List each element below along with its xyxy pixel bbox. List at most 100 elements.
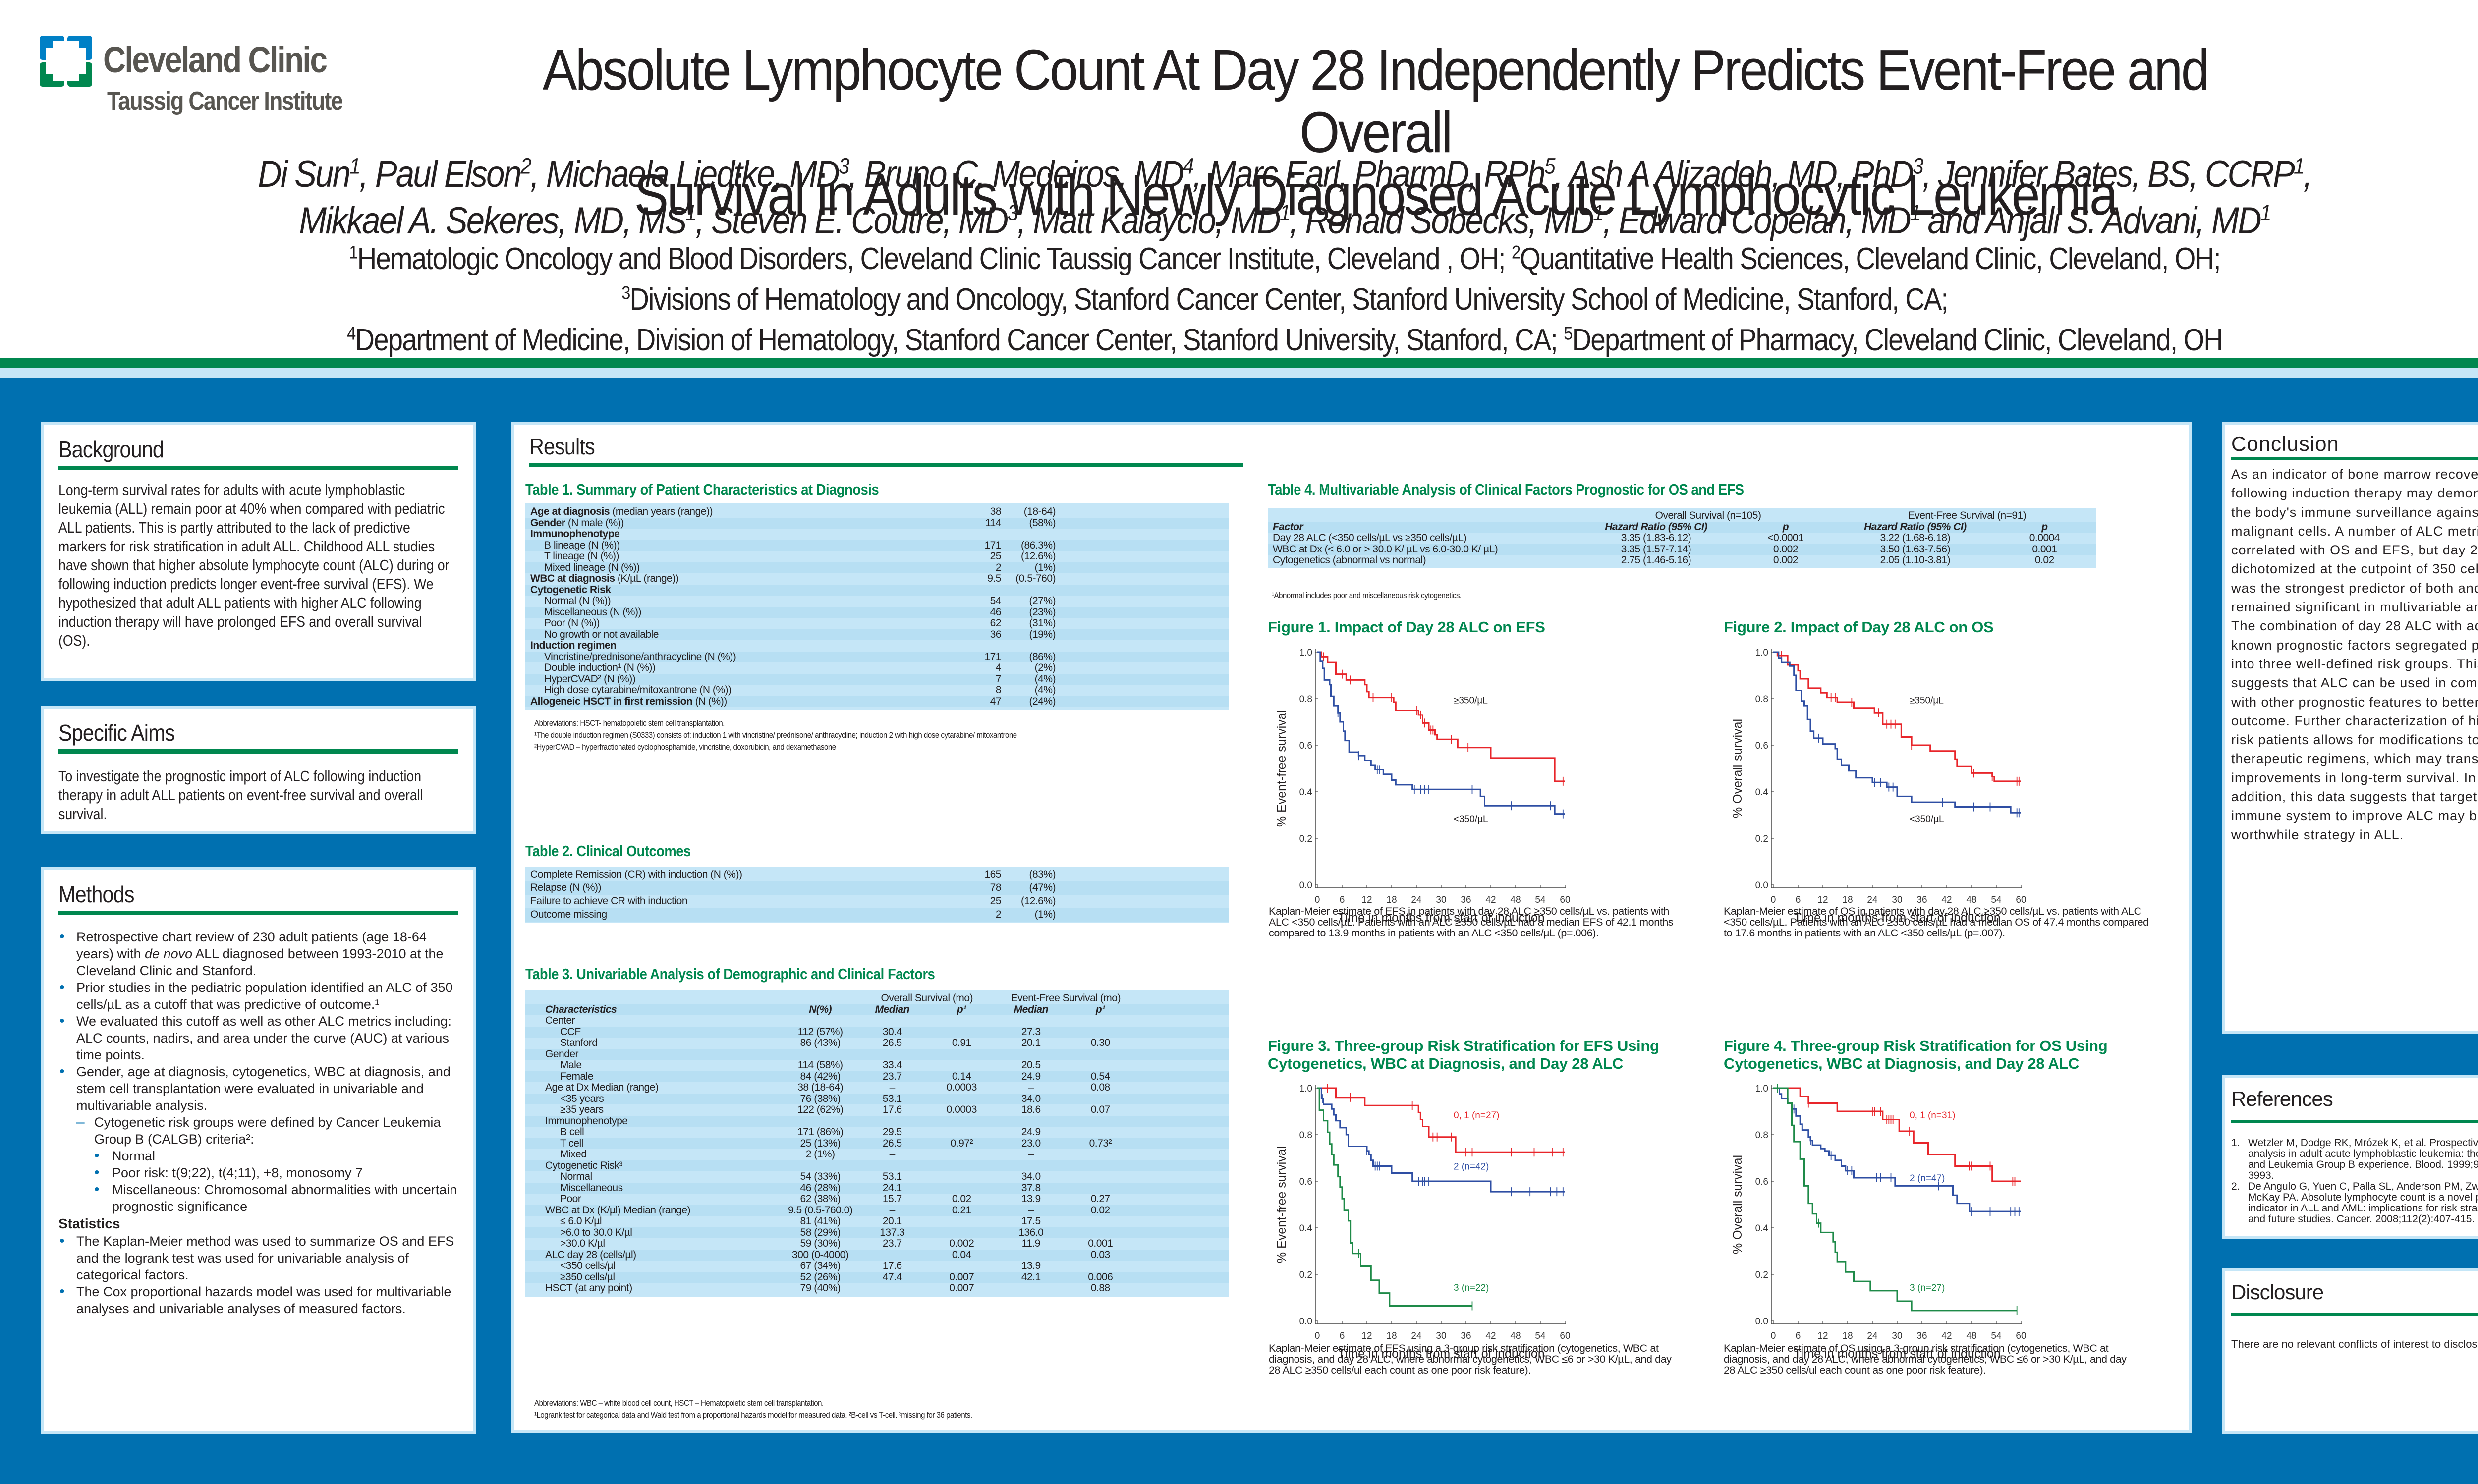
table-row: CCF 112 (57%) 30.4 27.3 [525, 1026, 1229, 1038]
x-tick-label: 30 [1892, 1331, 1902, 1341]
table-group-header: Overall Survival (mo) Event-Free Survival… [881, 992, 1121, 1004]
author-affiliation-mark: 1 [349, 153, 360, 179]
table1-footnote: ¹The double induction regimen (S0333) co… [534, 730, 1017, 740]
y-tick-label: 0.6 [1299, 1177, 1312, 1187]
x-tick-label: 6 [1340, 895, 1345, 905]
table1-footnote: ²HyperCVAD – hyperfractionated cyclophos… [534, 742, 836, 752]
table-row: Induction regimen [530, 640, 617, 651]
y-tick-label: 0.6 [1299, 741, 1312, 751]
table-row: Miscellaneous (N (%)) 46 (23%) [525, 606, 1229, 618]
x-axis-label: Time in months from start of induction [1794, 911, 2000, 925]
authors-line-2: Mikkael A. Sekeres, MD, MS1, Steven E. C… [299, 200, 2271, 242]
x-tick-label: 24 [1867, 895, 1878, 905]
cleveland-clinic-cross-icon [40, 36, 92, 87]
y-axis-label: % Overall survival [1731, 719, 1745, 818]
table-row: Gender [525, 1048, 1229, 1060]
series-label: 3 (n=27) [1910, 1283, 1945, 1293]
figure2-caption: Kaplan-Meier estimate of OS in patients … [1724, 905, 2149, 939]
y-tick-label: 0.4 [1299, 1223, 1313, 1234]
table-row: High dose cytarabine/mitoxantrone (N (%)… [544, 684, 1056, 696]
table-row: ALC day 28 (cells/µl) 300 (0-4000) 0.04 0.0… [525, 1249, 1229, 1261]
x-tick-label: 18 [1386, 1331, 1397, 1341]
affiliation-mark: 2 [1511, 241, 1521, 263]
table-row: Cytogenetic Risk³ [525, 1160, 1229, 1171]
aims-heading: Specific Aims [58, 720, 175, 746]
statistics-heading: Statistics [58, 1216, 120, 1231]
x-tick-label: 54 [1991, 1331, 2002, 1341]
header-divider-green [0, 358, 2478, 368]
author-name: Steven E. Coutre, MD [711, 200, 1009, 242]
table3-footnote: ¹Logrank test for categorical data and W… [534, 1410, 972, 1420]
x-tick-label: 18 [1386, 895, 1397, 905]
survival-curve-2 [1773, 651, 2021, 814]
author-name: Anjali S. Advani, MD [1985, 200, 2262, 242]
reference-item: 1. Wetzler M, Dodge RK, Mrózek K, et al. … [2231, 1137, 2478, 1181]
x-tick-label: 30 [1892, 895, 1902, 905]
table-row: T cell 25 (13%) 26.5 0.97² 23.0 0.73² [525, 1138, 1229, 1149]
author-affiliation-mark: 2 [520, 153, 531, 179]
table-row: Mixed 2 (1%) – – [560, 1149, 1034, 1160]
methods-item: Prior studies in the pediatric populatio… [58, 979, 458, 1013]
series-label: 2 (n=47) [1910, 1173, 1945, 1184]
x-tick-label: 6 [1340, 1331, 1345, 1341]
table1-footnote: Abbreviations: HSCT- hematopoietic stem … [534, 718, 725, 728]
figure1-title: Figure 1. Impact of Day 28 ALC on EFS [1268, 618, 1545, 636]
x-axis-label: Time in months from start of induction [1338, 1347, 1544, 1361]
x-tick-label: 60 [1560, 1331, 1570, 1341]
figure3-caption: Kaplan-Meier estimate of EFS using a 3-g… [1269, 1342, 1672, 1376]
statistics-item: The Cox proportional hazards model was u… [58, 1283, 458, 1317]
y-axis-label: % Event-free survival [1275, 710, 1289, 827]
affiliation-text: Divisions of Hematology and Oncology, St… [629, 282, 1949, 317]
x-tick-label: 6 [1796, 1331, 1801, 1341]
y-tick-label: 0.8 [1755, 694, 1768, 705]
y-tick-label: 1.0 [1299, 648, 1312, 658]
x-axis-label: Time in months from start of induction [1794, 1347, 2000, 1361]
y-tick-label: 0.6 [1755, 741, 1768, 751]
y-tick-label: 0.2 [1299, 834, 1312, 844]
table4: Overall Survival (n=105) Event-Free Survi… [1268, 508, 2096, 568]
x-tick-label: 60 [2016, 895, 2026, 905]
author-affiliation-mark: 3 [1913, 153, 1923, 179]
table-row: WBC at diagnosis (K/µL (range)) 9.5 (0.5-7… [530, 573, 1056, 584]
x-tick-label: 0 [1771, 1331, 1776, 1341]
disclosure-panel: Disclosure There are no relevant conflic… [2222, 1268, 2478, 1434]
table-row: Cytogenetics (abnormal vs normal) 2.75 (1… [1273, 554, 2054, 566]
x-tick-label: 12 [1817, 1331, 1828, 1341]
reference-item: 2. De Angulo G, Yuen C, Palla SL, Anderso… [2231, 1181, 2478, 1225]
y-tick-label: 0.0 [1755, 880, 1768, 891]
table-row: Outcome missing 2 (1%) [525, 908, 1229, 922]
table4-title: Table 4. Multivariable Analysis of Clini… [1268, 481, 1744, 498]
author-name: Jennifer Bates, BS, CCRP [1938, 153, 2295, 195]
table-row: HyperCVAD² (N (%)) 7 (4%) [525, 673, 1229, 685]
x-tick-label: 24 [1411, 895, 1422, 905]
y-tick-label: 1.0 [1755, 1084, 1768, 1094]
author-name: Michaela Liedtke, MD [546, 153, 840, 195]
background-panel: Background Long-term survival rates for … [41, 422, 476, 681]
x-tick-label: 12 [1361, 1331, 1372, 1341]
x-tick-label: 42 [1941, 1331, 1952, 1341]
author-name: Matt Kalaycio, MD [1033, 200, 1281, 242]
figure1-caption: Kaplan-Meier estimate of EFS in patients… [1269, 905, 1674, 939]
table-row: T lineage (N (%)) 25 (12.6%) [544, 550, 1056, 562]
poster-header: Cleveland Clinic Taussig Cancer Institut… [0, 0, 2478, 357]
x-tick-label: 12 [1361, 895, 1372, 905]
table-row: WBC at Dx (K/µl) Median (range) 9.5 (0.5-… [525, 1205, 1229, 1216]
table3-footnote: Abbreviations: WBC – white blood cell co… [534, 1398, 824, 1408]
survival-curve-1 [1773, 1087, 2021, 1182]
statistics-item: The Kaplan-Meier method was used to summ… [58, 1233, 458, 1283]
table-row: Normal 54 (33%) 53.1 34.0 [560, 1171, 1041, 1182]
x-tick-label: 18 [1842, 895, 1853, 905]
y-tick-label: 0.8 [1755, 1130, 1768, 1141]
y-tick-label: 0.8 [1299, 694, 1312, 705]
table-row: B cell 171 (86%) 29.5 24.9 [560, 1126, 1041, 1138]
table-row: Male 114 (58%) 33.4 20.5 [560, 1059, 1041, 1071]
table3: Overall Survival (mo) Event-Free Survival… [525, 990, 1229, 1297]
table-row: >6.0 to 30.0 K/µl 58 (29%) 137.3 136.0 [525, 1227, 1229, 1238]
y-axis-label: % Overall survival [1731, 1155, 1745, 1254]
methods-item: Cytogenetic risk groups were defined by … [58, 1114, 458, 1148]
affiliation-mark: 4 [347, 323, 356, 344]
affiliation-mark: 5 [1564, 323, 1573, 344]
table3-title: Table 3. Univariable Analysis of Demogra… [525, 965, 935, 983]
affiliation-line-2: 3Divisions of Hematology and Oncology, S… [198, 279, 2371, 320]
survival-curve-2 [1317, 1087, 1565, 1193]
